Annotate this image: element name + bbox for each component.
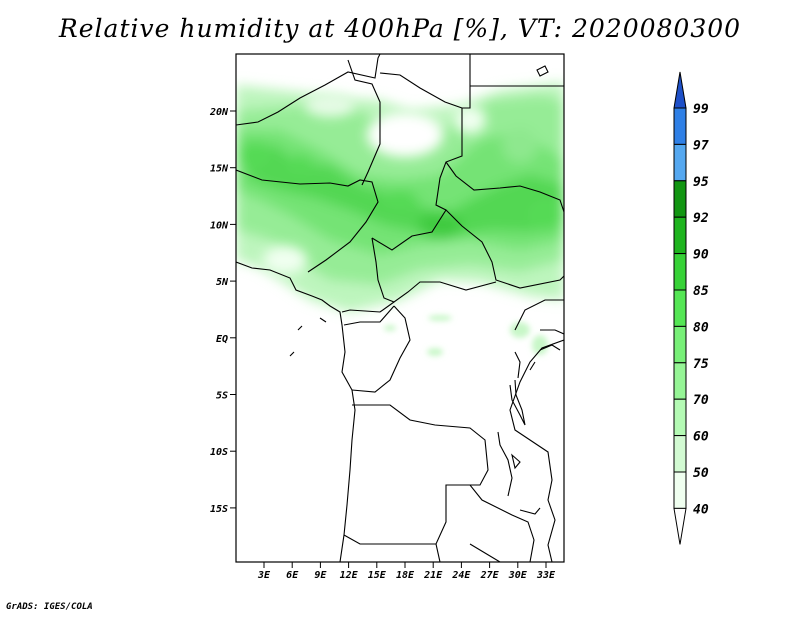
- lat-tick-label: 5S: [216, 391, 228, 402]
- lon-tick-label: 27E: [480, 570, 500, 581]
- lat-tick-label: 10S: [210, 447, 228, 458]
- colorbar-segment: [673, 180, 687, 218]
- country-boundaries: [236, 54, 564, 562]
- colorbar-segment: [673, 253, 687, 291]
- lat-tick-label: 5N: [216, 277, 229, 288]
- colorbar-top-arrow: [673, 71, 687, 109]
- colorbar-segment: [673, 289, 687, 327]
- lon-axis: 3E 6E 9E 12E 15E 18E 21E 24E 27E 30E 33E: [257, 562, 556, 581]
- grads-credit: GrADS: IGES/COLA: [6, 602, 93, 612]
- colorbar-label: 99: [693, 102, 709, 117]
- colorbar-label: 97: [693, 138, 709, 153]
- lon-tick-label: 24E: [451, 570, 471, 581]
- colorbar-label: 80: [693, 320, 709, 335]
- colorbar-segment: [673, 216, 687, 255]
- colorbar-label: 50: [693, 466, 709, 481]
- lon-tick-label: 6E: [286, 570, 299, 581]
- colorbar-segment: [673, 107, 687, 145]
- chart-title: Relative humidity at 400hPa [%], VT: 202…: [58, 14, 742, 43]
- lon-tick-label: 3E: [257, 570, 271, 581]
- lat-axis: 20N 15N 10N 5N EQ 5S 10S 15S: [209, 107, 236, 515]
- lon-tick-label: 30E: [508, 570, 528, 581]
- colorbar-label: 60: [693, 430, 709, 445]
- colorbar-segment: [673, 143, 687, 182]
- colorbar-label: 40: [693, 502, 709, 517]
- lat-tick-label: 15S: [210, 504, 228, 515]
- colorbar-label: 85: [693, 284, 709, 299]
- lon-tick-label: 12E: [340, 570, 359, 581]
- lat-tick-label: 15N: [210, 164, 229, 175]
- lat-tick-label: 20N: [209, 107, 229, 118]
- lon-tick-label: 15E: [368, 570, 387, 581]
- colorbar-label: 70: [693, 393, 709, 408]
- colorbar-bottom-arrow: [673, 507, 687, 545]
- colorbar-label: 95: [693, 175, 709, 190]
- humidity-field: [236, 82, 564, 356]
- colorbar-segment: [673, 325, 687, 364]
- lon-tick-label: 18E: [396, 570, 415, 581]
- colorbar-segment: [673, 398, 687, 437]
- colorbar: 99 97 95 92 90 85 80 75 70 60 50 40: [673, 71, 709, 545]
- colorbar-segment: [673, 435, 687, 473]
- lon-tick-label: 33E: [536, 570, 556, 581]
- lon-tick-label: 9E: [314, 570, 327, 581]
- lat-tick-label: EQ: [216, 334, 228, 345]
- colorbar-label: 75: [693, 357, 709, 372]
- lat-tick-label: 10N: [210, 220, 229, 231]
- lon-tick-label: 21E: [423, 570, 443, 581]
- colorbar-label: 92: [693, 211, 709, 226]
- colorbar-label: 90: [693, 248, 709, 263]
- colorbar-segment: [673, 362, 687, 400]
- map-frame: [235, 53, 565, 563]
- colorbar-segment: [673, 471, 687, 509]
